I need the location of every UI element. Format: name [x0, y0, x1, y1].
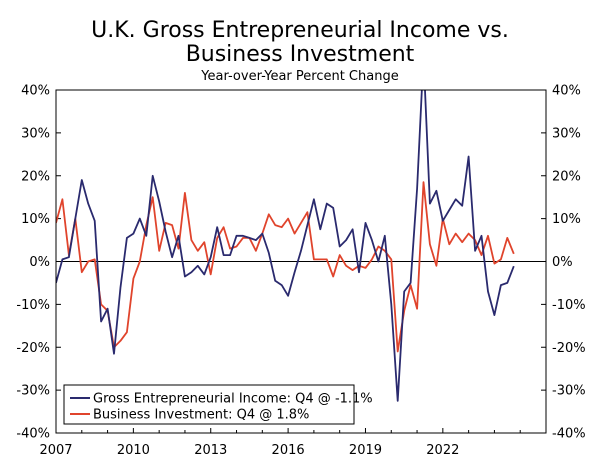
y-tick-label-right: -10% — [552, 298, 586, 313]
legend: Gross Entrepreneurial Income: Q4 @ -1.1%… — [63, 384, 373, 425]
legend-label: Business Investment: Q4 @ 1.8% — [93, 408, 309, 423]
chart-title-line-2: Business Investment — [186, 42, 415, 67]
y-tick-label-left: 40% — [21, 84, 50, 99]
y-tick-label-right: -30% — [552, 384, 586, 399]
series-layer — [56, 90, 515, 402]
y-tick-label-right: 40% — [552, 84, 581, 99]
plot-frame — [55, 89, 547, 434]
y-tick-label-right: 0% — [552, 255, 573, 270]
y-tick-label-left: 0% — [29, 255, 50, 270]
axes: -40% -40% -30% -30% -20% -20% -10% -10% 0% 0% 10% 1… — [16, 84, 585, 459]
y-tick-label-left: 30% — [21, 126, 50, 141]
legend-box — [63, 384, 355, 425]
x-tick-label: 2007 — [39, 443, 72, 458]
y-tick-label-right: 20% — [552, 169, 581, 184]
x-tick-label: 2010 — [117, 443, 150, 458]
y-tick-label-right: -40% — [552, 427, 586, 442]
series-line-gross-entrepreneurial-income — [56, 90, 515, 402]
y-tick-label-right: 30% — [552, 126, 581, 141]
y-tick-label-left: 10% — [21, 212, 50, 227]
x-tick-label: 2019 — [349, 443, 382, 458]
y-tick-label-left: -10% — [16, 298, 50, 313]
series-line-business-investment — [56, 181, 515, 353]
y-tick-label-right: 10% — [552, 212, 581, 227]
y-tick-label-left: -30% — [16, 384, 50, 399]
x-tick-label: 2016 — [272, 443, 305, 458]
chart-title-line-1: U.K. Gross Entrepreneurial Income vs. — [91, 18, 509, 43]
legend-label: Gross Entrepreneurial Income: Q4 @ -1.1% — [93, 392, 373, 407]
y-tick-label-right: -20% — [552, 341, 586, 356]
x-tick-label: 2022 — [426, 443, 459, 458]
y-tick-label-left: 20% — [21, 169, 50, 184]
y-tick-label-left: -20% — [16, 341, 50, 356]
chart-subtitle: Year-over-Year Percent Change — [200, 69, 398, 84]
y-tick-label-left: -40% — [16, 427, 50, 442]
x-tick-label: 2013 — [194, 443, 227, 458]
